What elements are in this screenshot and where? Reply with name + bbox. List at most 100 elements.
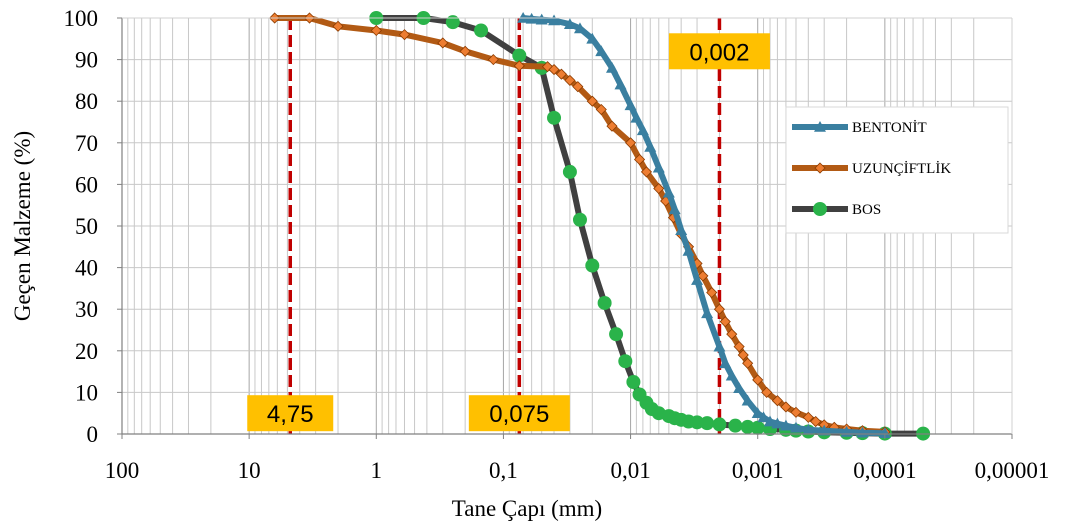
data-point: [675, 224, 688, 235]
data-point: [814, 162, 826, 174]
reference-label: 0,002: [689, 39, 749, 66]
data-point: [789, 421, 802, 433]
data-point: [606, 120, 618, 132]
data-point: [572, 212, 587, 227]
x-axis-title: Tane Çapı (mm): [452, 496, 602, 521]
data-point: [802, 423, 815, 435]
data-point: [624, 99, 637, 111]
series-0: [517, 12, 891, 438]
data-point: [626, 375, 641, 389]
data-point: [625, 137, 637, 149]
data-point: [814, 121, 826, 132]
data-point: [761, 386, 773, 398]
data-point: [555, 68, 567, 80]
legend-label: UZUNÇİFTLİK: [852, 161, 951, 177]
reference-label: 0,075: [489, 401, 549, 428]
data-point: [700, 416, 715, 431]
data-point: [691, 274, 704, 285]
data-point: [513, 60, 525, 72]
data-point: [512, 48, 527, 63]
x-tick-label: 0,00001: [975, 458, 1050, 483]
data-point: [644, 140, 657, 152]
data-point: [562, 164, 577, 179]
data-point: [701, 307, 714, 319]
y-tick-label: 70: [75, 131, 98, 156]
data-point: [802, 411, 814, 423]
series-group: [269, 11, 931, 441]
y-tick-label: 20: [75, 339, 98, 364]
data-point: [713, 303, 726, 315]
data-point: [728, 418, 743, 433]
data-point: [564, 74, 576, 86]
y-tick-label: 40: [75, 256, 98, 281]
data-point: [605, 61, 618, 73]
x-tick-label: 1: [371, 458, 383, 483]
data-point: [726, 328, 738, 340]
data-point: [719, 357, 732, 369]
data-point: [332, 20, 344, 32]
data-point: [780, 401, 792, 413]
data-point: [445, 15, 460, 30]
data-point: [652, 161, 665, 173]
data-point: [668, 203, 681, 215]
data-point: [548, 14, 561, 26]
data-point: [733, 382, 746, 394]
data-point: [487, 54, 499, 66]
axes: 100 10 1 0,1 0,01 0,001 0,0001 0,00001 0 10 20 30 40…: [10, 6, 1049, 521]
data-point: [437, 37, 449, 49]
data-point: [398, 29, 411, 41]
legend-label: BENTONİT: [852, 120, 927, 136]
data-point: [653, 182, 665, 195]
reference-label-box: [247, 395, 334, 432]
y-tick-label: 30: [75, 297, 98, 322]
x-tick-label: 0,01: [610, 458, 650, 483]
data-point: [741, 394, 754, 406]
x-tick-label: 10: [238, 458, 261, 483]
data-point: [595, 45, 608, 57]
y-tick-label: 100: [64, 6, 99, 31]
data-point: [640, 166, 653, 178]
data-point: [682, 244, 695, 256]
x-tick-label: 0,001: [732, 458, 784, 483]
legend-label: BOS: [852, 202, 881, 218]
data-point: [733, 341, 745, 353]
data-point: [712, 417, 727, 432]
data-point: [572, 81, 584, 93]
data-point: [740, 419, 755, 434]
data-point: [370, 24, 382, 37]
y-tick-label: 60: [75, 172, 98, 197]
data-point: [563, 18, 576, 30]
x-tick-label: 0,0001: [853, 458, 916, 483]
y-tick-label: 50: [75, 214, 98, 239]
y-tick-label: 80: [75, 89, 98, 114]
data-point: [856, 426, 869, 438]
data-point: [697, 270, 709, 282]
data-point: [595, 103, 607, 116]
data-point: [818, 424, 831, 436]
data-point: [609, 327, 624, 342]
legend: BENTONİT UZUNÇİFTLİK BOS: [785, 106, 1009, 234]
data-point: [690, 415, 705, 430]
data-point: [790, 406, 802, 418]
data-point: [459, 45, 471, 57]
data-point: [771, 417, 784, 429]
data-point: [618, 354, 633, 369]
data-point: [757, 411, 770, 423]
data-point: [535, 13, 548, 25]
data-point: [742, 357, 754, 369]
data-point: [636, 124, 649, 136]
data-point: [597, 295, 612, 310]
data-point: [614, 78, 627, 90]
data-point: [662, 186, 675, 198]
data-point: [573, 22, 586, 34]
y-axis-title: Geçen Malzeme (%): [10, 131, 35, 321]
y-tick-label: 0: [87, 422, 99, 447]
y-tick-label: 10: [75, 380, 98, 405]
data-point: [878, 427, 891, 438]
data-point: [725, 369, 738, 381]
data-point: [706, 286, 718, 299]
data-point: [771, 395, 783, 407]
data-point: [737, 349, 749, 361]
reference-label: 4,75: [267, 401, 314, 428]
